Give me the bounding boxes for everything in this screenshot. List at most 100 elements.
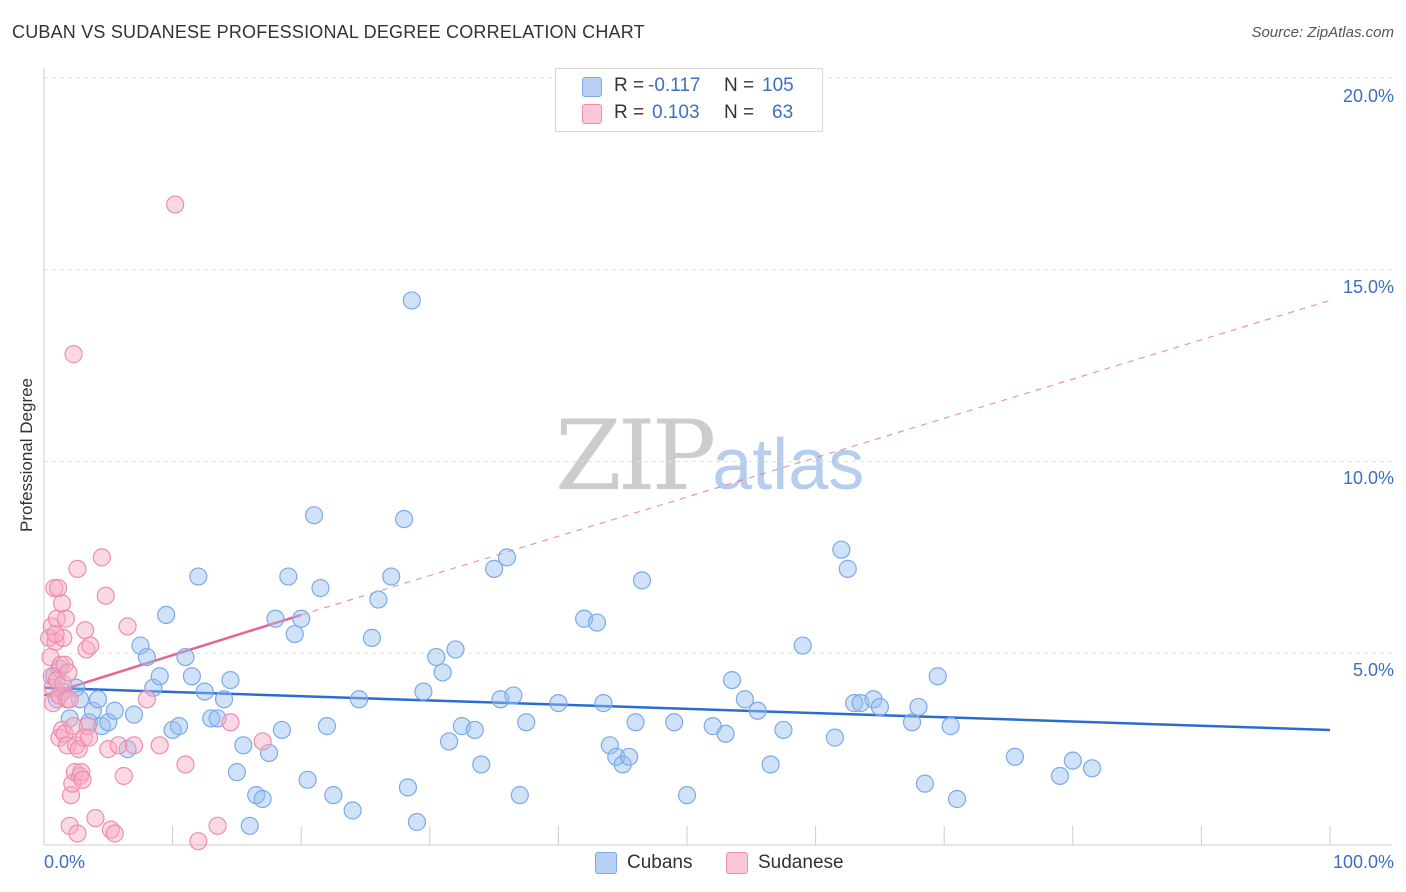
cubans-r-label: R = bbox=[614, 75, 645, 96]
y-tick-label-5: 5.0% bbox=[1352, 660, 1394, 680]
cubans-point-97 bbox=[909, 697, 928, 717]
cubans-point-88 bbox=[793, 636, 812, 655]
sudanese-point-36 bbox=[72, 763, 91, 782]
cubans-n-label: N = bbox=[724, 75, 755, 96]
cubans-point-76 bbox=[620, 747, 639, 766]
grid-layer bbox=[44, 77, 1392, 654]
sudanese-point-59 bbox=[208, 816, 227, 835]
cubans-r-value: -0.117 bbox=[648, 75, 701, 96]
cubans-point-39 bbox=[285, 624, 304, 644]
cubans-point-84 bbox=[735, 690, 754, 709]
trend-layer bbox=[43, 299, 1331, 732]
cubans-point-61 bbox=[465, 720, 484, 740]
cubans-point-92 bbox=[845, 694, 864, 713]
sudanese-r-label: R = bbox=[614, 102, 645, 123]
cubans-point-98 bbox=[915, 774, 935, 793]
cubans-point-83 bbox=[722, 670, 742, 690]
cubans-point-58 bbox=[439, 732, 459, 751]
sudanese-point-20 bbox=[56, 609, 75, 628]
cubans-point-89 bbox=[825, 728, 844, 747]
cubans-point-30 bbox=[227, 763, 246, 782]
cubans-point-72 bbox=[594, 694, 613, 713]
sudanese-point-17 bbox=[54, 674, 73, 694]
sudanese-point-47 bbox=[99, 740, 118, 759]
cubans-point-22 bbox=[176, 647, 195, 667]
sudanese-point-52 bbox=[118, 617, 137, 636]
cubans-point-48 bbox=[362, 628, 382, 648]
cubans-point-47 bbox=[349, 690, 369, 709]
cubans-point-11 bbox=[99, 713, 118, 732]
stats-box: R = -0.117 N = 105 R = 0.103 N = 63 bbox=[555, 68, 823, 132]
sudanese-trend-extension bbox=[301, 299, 1331, 616]
cubans-point-73 bbox=[600, 736, 619, 755]
cubans-point-51 bbox=[394, 509, 414, 529]
sudanese-point-33 bbox=[68, 559, 87, 578]
x-tick-label-max: 100.0% bbox=[1332, 852, 1394, 872]
sudanese-point-46 bbox=[96, 586, 115, 605]
cubans-point-50 bbox=[382, 567, 401, 586]
sudanese-point-56 bbox=[166, 195, 185, 214]
sudanese-point-44 bbox=[86, 809, 105, 828]
cubans-point-100 bbox=[941, 717, 960, 736]
y-tick-label-10: 10.0% bbox=[1342, 468, 1394, 488]
legend-swatch-sudanese bbox=[726, 852, 748, 874]
sudanese-point-14 bbox=[52, 594, 72, 613]
sudanese-point-49 bbox=[105, 824, 124, 843]
cubans-point-91 bbox=[838, 559, 857, 578]
sudanese-point-51 bbox=[114, 766, 133, 786]
sudanese-point-55 bbox=[150, 736, 169, 755]
cubans-point-62 bbox=[472, 755, 491, 774]
cubans-point-65 bbox=[497, 548, 517, 567]
sudanese-point-38 bbox=[74, 728, 93, 747]
cubans-point-105 bbox=[1082, 759, 1102, 778]
sudanese-point-62 bbox=[46, 624, 65, 644]
cubans-point-37 bbox=[272, 720, 292, 740]
cubans-point-12 bbox=[105, 701, 124, 720]
cubans-point-99 bbox=[928, 667, 947, 686]
points-layer bbox=[40, 195, 1102, 851]
cubans-point-43 bbox=[311, 578, 330, 598]
cubans-point-53 bbox=[402, 291, 421, 310]
sudanese-point-6 bbox=[45, 578, 64, 598]
cubans-point-16 bbox=[137, 647, 156, 667]
cubans-point-26 bbox=[202, 709, 221, 728]
watermark: ZIPatlas bbox=[555, 400, 864, 512]
cubans-point-82 bbox=[716, 724, 735, 743]
cubans-point-63 bbox=[485, 559, 504, 578]
cubans-point-40 bbox=[292, 609, 311, 628]
sudanese-point-34 bbox=[69, 740, 88, 759]
cubans-trend-line bbox=[43, 686, 1331, 732]
cubans-point-28 bbox=[214, 690, 234, 709]
sudanese-point-43 bbox=[81, 636, 100, 655]
sudanese-point-24 bbox=[60, 816, 79, 835]
cubans-point-41 bbox=[298, 770, 317, 789]
cubans-point-19 bbox=[157, 605, 176, 625]
sudanese-n-label: N = bbox=[724, 102, 755, 123]
sudanese-point-39 bbox=[76, 621, 95, 640]
cubans-n-value: 105 bbox=[762, 75, 794, 96]
cubans-point-80 bbox=[677, 786, 697, 805]
cubans-point-46 bbox=[343, 801, 362, 820]
cubans-point-101 bbox=[947, 789, 967, 809]
source-label: Source: ZipAtlas.com bbox=[1251, 24, 1394, 41]
cubans-point-38 bbox=[279, 567, 298, 586]
cubans-point-15 bbox=[131, 636, 150, 655]
cubans-point-45 bbox=[324, 786, 343, 805]
sudanese-point-28 bbox=[64, 345, 83, 364]
cubans-point-29 bbox=[221, 670, 240, 690]
sudanese-n-value: 63 bbox=[772, 102, 794, 123]
cubans-point-32 bbox=[240, 816, 259, 835]
cubans-point-35 bbox=[259, 743, 279, 763]
cubans-point-59 bbox=[446, 640, 465, 659]
sudanese-r-value: 0.103 bbox=[652, 102, 700, 123]
sudanese-point-50 bbox=[109, 736, 128, 755]
cubans-point-102 bbox=[1005, 747, 1025, 766]
x-tick-label-min: 0.0% bbox=[44, 852, 86, 872]
cubans-point-25 bbox=[195, 682, 214, 701]
sudanese-point-53 bbox=[124, 736, 144, 755]
legend-label-cubans: Cubans bbox=[627, 852, 693, 873]
cubans-point-18 bbox=[150, 667, 169, 686]
cubans-point-23 bbox=[182, 667, 201, 686]
y-axis-label: Professional Degree bbox=[17, 377, 36, 533]
